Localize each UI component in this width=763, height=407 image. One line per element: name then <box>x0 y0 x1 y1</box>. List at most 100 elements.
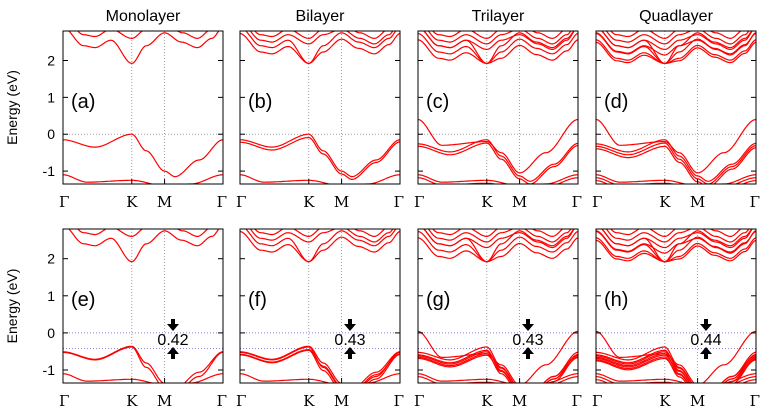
band-line <box>610 31 742 40</box>
band-line <box>596 145 756 184</box>
y-tick-label: 0 <box>47 325 55 341</box>
band-line <box>249 229 394 243</box>
band-line <box>418 330 578 383</box>
band-line <box>605 229 750 243</box>
panel-frame <box>62 228 224 384</box>
band-lines <box>240 31 400 184</box>
k-point-label: Γ <box>414 193 424 211</box>
k-point-label: M <box>157 193 172 211</box>
arrow-down-icon <box>522 319 534 331</box>
k-point-label: Γ <box>592 193 602 211</box>
k-point-label: M <box>334 392 349 407</box>
gap-value: 0.42 <box>157 332 188 349</box>
panel-label: (c) <box>426 91 449 113</box>
band-line <box>596 33 756 64</box>
band-line <box>432 31 564 40</box>
gap-annotation: 0.43 <box>334 319 366 359</box>
panel-f: Γ K M Γ (f) 0.43 <box>236 228 404 407</box>
y-tick-label: 2 <box>47 52 55 68</box>
band-line <box>240 346 400 383</box>
arrow-up-icon <box>700 347 712 359</box>
band-line <box>423 229 575 249</box>
arrow-down-icon <box>167 319 179 331</box>
band-line <box>77 229 209 237</box>
band-line <box>249 31 394 45</box>
band-lines <box>63 229 223 383</box>
panel-frame <box>62 30 224 185</box>
panel-label: (g) <box>426 289 450 311</box>
arrow-down-icon <box>344 319 356 331</box>
k-point-label: Γ <box>394 392 404 407</box>
panel-label: (h) <box>604 289 628 311</box>
k-point-label: K <box>303 392 315 407</box>
band-line <box>596 174 756 184</box>
band-line <box>423 31 575 50</box>
gap-value: 0.43 <box>334 332 365 349</box>
band-line <box>596 41 756 64</box>
band-line <box>418 177 578 184</box>
panel-d: Γ K M Γ (d) Quadlayer <box>592 8 760 211</box>
panel-frame <box>239 228 401 384</box>
k-point-label: Γ <box>59 193 69 211</box>
panel-label: (e) <box>71 289 95 311</box>
band-line <box>427 229 572 243</box>
band-line <box>596 32 756 56</box>
k-point-label: M <box>334 193 349 211</box>
band-line <box>254 31 386 40</box>
k-point-label: Γ <box>414 392 424 407</box>
k-point-label: Γ <box>236 392 246 407</box>
band-line <box>418 237 578 263</box>
k-point-label: K <box>481 193 493 211</box>
band-line <box>245 229 397 263</box>
band-line <box>240 373 400 383</box>
band-line <box>240 33 400 64</box>
band-line <box>418 373 578 383</box>
y-tick-label: -1 <box>43 362 56 378</box>
k-point-label: K <box>659 193 671 211</box>
panel-frame <box>417 30 579 185</box>
k-point-label: Γ <box>750 193 760 211</box>
band-line <box>596 231 756 263</box>
panel-label: (d) <box>604 91 628 113</box>
panel-g: Γ K M Γ (g) 0.43 <box>414 228 582 407</box>
band-line <box>418 33 578 64</box>
band-line <box>601 229 753 263</box>
band-line <box>63 373 223 383</box>
band-line <box>418 354 578 383</box>
k-point-label: Γ <box>572 392 582 407</box>
column-title: Monolayer <box>106 8 181 25</box>
band-line <box>601 31 753 50</box>
k-point-label: Γ <box>59 392 69 407</box>
k-point-label: Γ <box>572 193 582 211</box>
gap-annotation: 0.44 <box>690 319 722 359</box>
gap-annotation: 0.43 <box>512 319 544 359</box>
band-line <box>596 330 756 383</box>
k-point-label: K <box>126 193 138 211</box>
band-line <box>596 39 756 64</box>
band-line <box>596 230 756 254</box>
band-line <box>240 349 400 383</box>
panel-label: (f) <box>248 289 267 311</box>
band-line <box>240 133 400 178</box>
k-point-label: Γ <box>592 392 602 407</box>
y-tick-label: 1 <box>47 288 55 304</box>
band-line <box>427 31 572 45</box>
k-point-label: Γ <box>394 193 404 211</box>
band-lines <box>240 229 400 383</box>
panel-h: Γ K M Γ (h) 0.44 <box>592 228 760 407</box>
band-line <box>240 137 400 181</box>
band-line <box>63 133 223 178</box>
band-line <box>418 351 578 383</box>
band-line <box>601 229 753 249</box>
band-line <box>596 239 756 263</box>
band-lines <box>596 229 756 383</box>
panel-label: (a) <box>71 91 95 113</box>
k-point-label: K <box>659 392 671 407</box>
band-line <box>68 31 220 65</box>
band-line <box>596 177 756 184</box>
arrow-up-icon <box>167 347 179 359</box>
band-line <box>423 229 575 263</box>
band-line <box>596 373 756 383</box>
